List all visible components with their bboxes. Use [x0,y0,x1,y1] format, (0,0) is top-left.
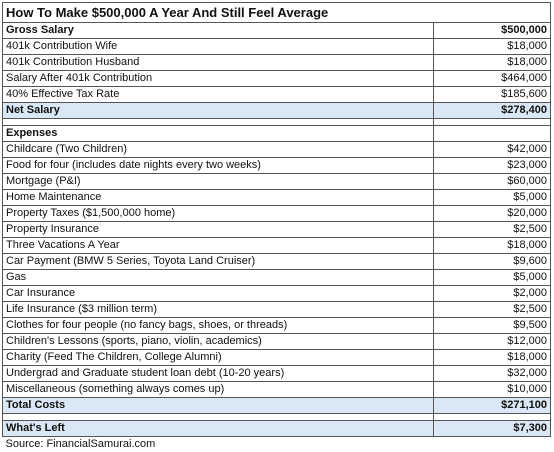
expense-value: $9,500 [434,318,551,334]
expense-value: $20,000 [434,206,551,222]
expense-row: Life Insurance ($3 million term) $2,500 [3,302,551,318]
expense-label: Property Insurance [3,222,434,238]
expense-value: $10,000 [434,382,551,398]
expense-value: $32,000 [434,366,551,382]
expense-row: Three Vacations A Year $18,000 [3,238,551,254]
expense-row: Childcare (Two Children) $42,000 [3,142,551,158]
expense-row: Children's Lessons (sports, piano, violi… [3,334,551,350]
expense-value: $9,600 [434,254,551,270]
row-value: $18,000 [434,39,551,55]
expense-label: Property Taxes ($1,500,000 home) [3,206,434,222]
expense-label: Miscellaneous (something always comes up… [3,382,434,398]
gross-row: Salary After 401k Contribution $464,000 [3,71,551,87]
total-costs-value: $271,100 [434,398,551,414]
expense-label: Life Insurance ($3 million term) [3,302,434,318]
row-value: $185,600 [434,87,551,103]
expenses-header-row: Expenses [3,126,551,142]
net-salary-value: $278,400 [434,103,551,119]
gross-row: 401k Contribution Wife $18,000 [3,39,551,55]
total-costs-row: Total Costs $271,100 [3,398,551,414]
row-value: $18,000 [434,55,551,71]
expense-row: Car Insurance $2,000 [3,286,551,302]
row-label: 401k Contribution Husband [3,55,434,71]
expense-row: Gas $5,000 [3,270,551,286]
expense-row: Mortgage (P&I) $60,000 [3,174,551,190]
expense-value: $18,000 [434,238,551,254]
expense-label: Home Maintenance [3,190,434,206]
expense-value: $12,000 [434,334,551,350]
gross-salary-label: Gross Salary [3,23,434,39]
expense-label: Childcare (Two Children) [3,142,434,158]
expense-row: Undergrad and Graduate student loan debt… [3,366,551,382]
expense-label: Gas [3,270,434,286]
expense-label: Food for four (includes date nights ever… [3,158,434,174]
expense-value: $60,000 [434,174,551,190]
net-salary-row: Net Salary $278,400 [3,103,551,119]
spacer-row [3,414,551,421]
source-note: Source: FinancialSamurai.com [3,437,551,452]
expense-value: $23,000 [434,158,551,174]
expenses-header-value [434,126,551,142]
expense-row: Clothes for four people (no fancy bags, … [3,318,551,334]
expense-row: Property Taxes ($1,500,000 home) $20,000 [3,206,551,222]
expense-label: Clothes for four people (no fancy bags, … [3,318,434,334]
gross-row: 401k Contribution Husband $18,000 [3,55,551,71]
expense-label: Mortgage (P&I) [3,174,434,190]
source-row: Source: FinancialSamurai.com [3,437,551,452]
whats-left-value: $7,300 [434,421,551,437]
row-label: Salary After 401k Contribution [3,71,434,87]
expense-value: $5,000 [434,270,551,286]
expense-label: Charity (Feed The Children, College Alum… [3,350,434,366]
expense-row: Property Insurance $2,500 [3,222,551,238]
expense-row: Miscellaneous (something always comes up… [3,382,551,398]
whats-left-row: What's Left $7,300 [3,421,551,437]
expense-value: $42,000 [434,142,551,158]
sheet-title: How To Make $500,000 A Year And Still Fe… [2,2,551,22]
expense-label: Three Vacations A Year [3,238,434,254]
gross-row: 40% Effective Tax Rate $185,600 [3,87,551,103]
row-label: 40% Effective Tax Rate [3,87,434,103]
gross-salary-value: $500,000 [434,23,551,39]
expense-row: Car Payment (BMW 5 Series, Toyota Land C… [3,254,551,270]
row-value: $464,000 [434,71,551,87]
expense-label: Car Insurance [3,286,434,302]
expense-value: $5,000 [434,190,551,206]
budget-table: Gross Salary $500,000 401k Contribution … [2,22,551,452]
expense-row: Charity (Feed The Children, College Alum… [3,350,551,366]
expense-value: $2,000 [434,286,551,302]
row-label: 401k Contribution Wife [3,39,434,55]
gross-salary-row: Gross Salary $500,000 [3,23,551,39]
total-costs-label: Total Costs [3,398,434,414]
expense-row: Home Maintenance $5,000 [3,190,551,206]
expense-label: Children's Lessons (sports, piano, violi… [3,334,434,350]
expenses-header-label: Expenses [3,126,434,142]
whats-left-label: What's Left [3,421,434,437]
expense-label: Car Payment (BMW 5 Series, Toyota Land C… [3,254,434,270]
expense-value: $2,500 [434,222,551,238]
spacer-row [3,119,551,126]
net-salary-label: Net Salary [3,103,434,119]
expense-label: Undergrad and Graduate student loan debt… [3,366,434,382]
expense-value: $2,500 [434,302,551,318]
expense-row: Food for four (includes date nights ever… [3,158,551,174]
expense-value: $18,000 [434,350,551,366]
